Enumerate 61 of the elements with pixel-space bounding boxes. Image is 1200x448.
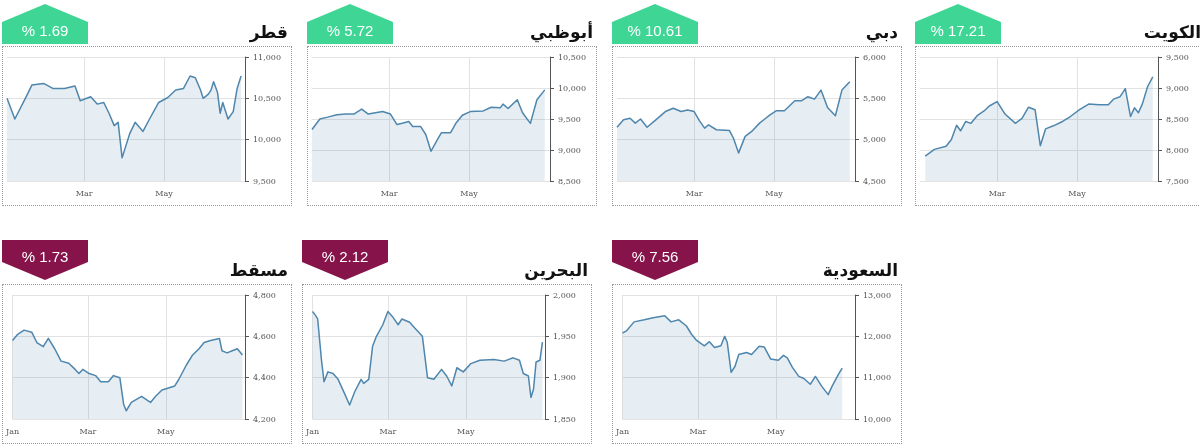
- y-tick-label: 9,000: [558, 145, 581, 155]
- y-tick-label: 5,500: [863, 93, 886, 103]
- y-tick-label: 6,000: [863, 52, 886, 62]
- x-tick-label: May: [457, 426, 476, 436]
- x-tick-label: Mar: [379, 426, 397, 436]
- chart-title: دبي: [865, 22, 898, 42]
- chart-title: مسقط: [229, 260, 288, 280]
- x-tick-label: Mar: [380, 188, 398, 198]
- x-tick-label: May: [460, 188, 479, 198]
- y-tick-label: 12,000: [863, 331, 891, 341]
- y-tick-label: 4,600: [253, 331, 276, 341]
- y-tick-label: 4,200: [253, 414, 276, 424]
- x-tick-label: May: [765, 188, 784, 198]
- chart-title: قطر: [249, 22, 288, 42]
- x-tick-label: Mar: [79, 426, 97, 436]
- y-tick-label: 10,500: [558, 52, 586, 62]
- y-tick-label: 9,500: [1166, 52, 1189, 62]
- text: % 1.69: [20, 22, 70, 39]
- y-tick-label: 10,000: [558, 83, 586, 93]
- y-tick-label: 8,500: [1166, 114, 1189, 124]
- x-tick-label: May: [1068, 188, 1087, 198]
- chart-title: السعودية: [822, 260, 898, 280]
- x-tick-label: Jan: [304, 426, 320, 436]
- y-tick-label: 8,500: [558, 176, 581, 186]
- y-tick-label: 1,850: [553, 414, 576, 424]
- y-tick-label: 2,000: [553, 290, 576, 300]
- x-tick-label: May: [155, 188, 174, 198]
- chart-title: أبوظبي: [529, 22, 593, 42]
- x-tick-label: Jan: [4, 426, 20, 436]
- text: % 7.56: [630, 248, 680, 265]
- text: % 1.73: [20, 248, 70, 265]
- x-tick-label: May: [157, 426, 176, 436]
- x-tick-label: Mar: [75, 188, 93, 198]
- y-tick-label: 10,500: [253, 93, 281, 103]
- y-tick-label: 7,500: [1166, 176, 1189, 186]
- x-tick-label: Mar: [988, 188, 1006, 198]
- y-tick-label: 13,000: [863, 290, 891, 300]
- y-tick-label: 1,950: [553, 331, 576, 341]
- y-tick-label: 5,000: [863, 135, 886, 145]
- x-tick-label: Mar: [685, 188, 703, 198]
- y-tick-label: 4,800: [253, 290, 276, 300]
- text: % 10.61: [626, 22, 684, 39]
- x-tick-label: May: [767, 426, 786, 436]
- y-tick-label: 8,000: [1166, 145, 1189, 155]
- y-tick-label: 9,500: [558, 114, 581, 124]
- y-tick-label: 11,000: [863, 373, 891, 383]
- chart-title: البحرين: [524, 260, 588, 280]
- y-tick-label: 10,000: [253, 135, 281, 145]
- text: % 17.21: [929, 22, 987, 39]
- x-tick-label: Jan: [614, 426, 630, 436]
- chart-title: الكويت: [1143, 22, 1200, 42]
- y-tick-label: 1,900: [553, 373, 576, 383]
- y-tick-label: 11,000: [253, 52, 281, 62]
- y-tick-label: 4,400: [253, 373, 276, 383]
- text: % 2.12: [320, 248, 370, 265]
- y-tick-label: 4,500: [863, 176, 886, 186]
- y-tick-label: 9,000: [1166, 83, 1189, 93]
- y-tick-label: 10,000: [863, 414, 891, 424]
- text: % 5.72: [325, 22, 375, 39]
- y-tick-label: 9,500: [253, 176, 276, 186]
- x-tick-label: Mar: [689, 426, 707, 436]
